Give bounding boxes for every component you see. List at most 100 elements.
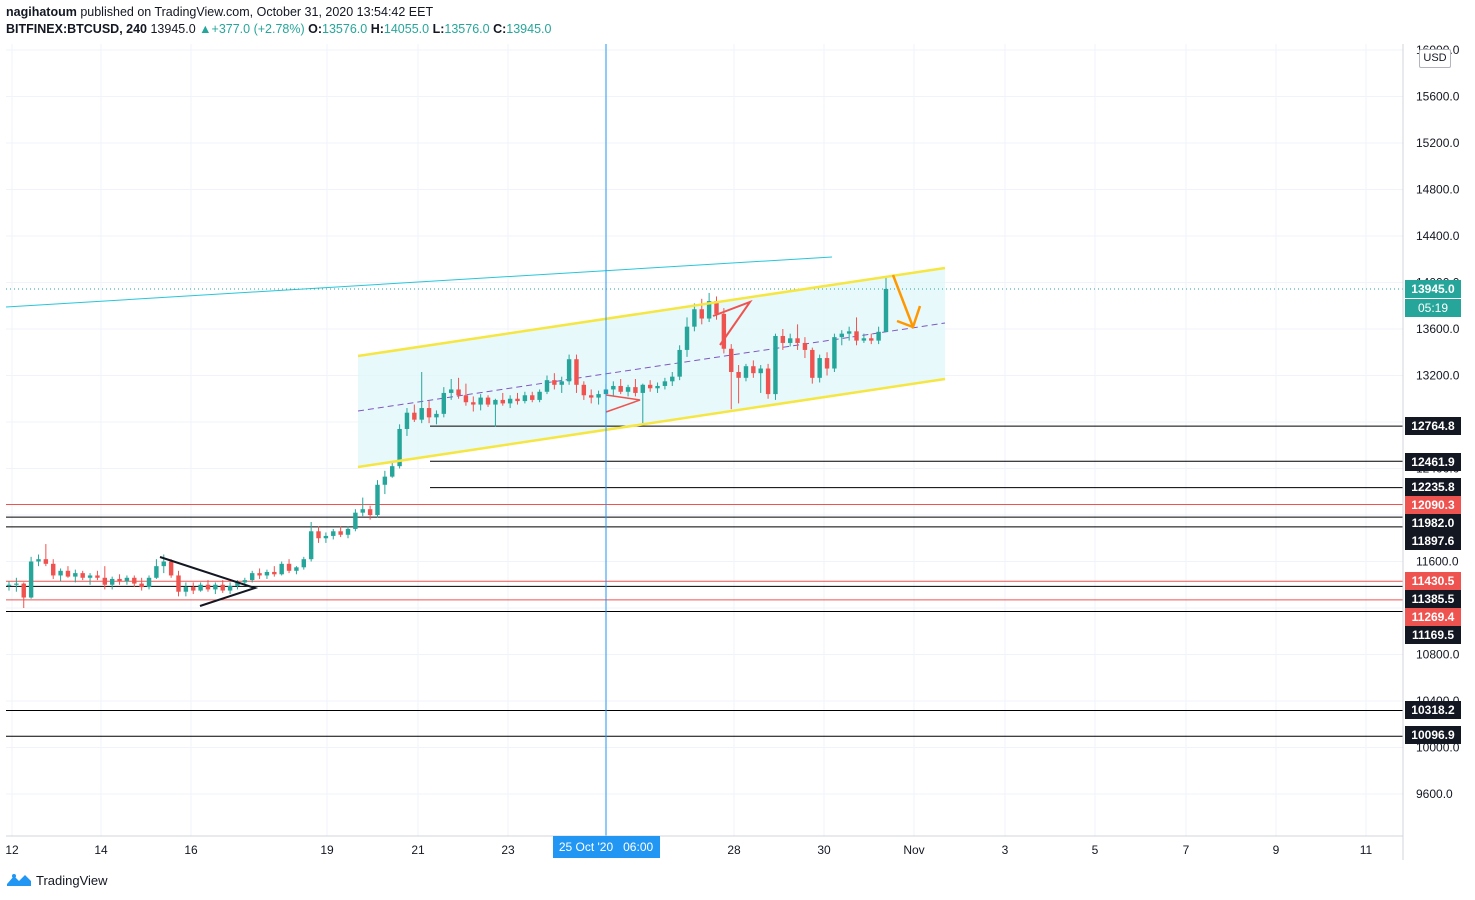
y-tick-label: 10800.0 — [1416, 648, 1460, 662]
candle-body — [191, 587, 196, 591]
candle-body — [176, 575, 181, 592]
candle-body — [846, 331, 852, 334]
candle-body — [353, 512, 358, 529]
candle-body — [647, 384, 653, 389]
countdown-box — [1405, 299, 1461, 317]
level-label-text: 10096.9 — [1411, 728, 1455, 742]
candle-body — [272, 571, 277, 575]
candlesticks — [6, 276, 889, 608]
candle-body — [515, 398, 520, 402]
high-value: 14055.0 — [383, 22, 430, 36]
branding-footer: TradingView — [6, 872, 108, 888]
candle-body — [390, 466, 395, 477]
level-label-text: 12090.3 — [1411, 498, 1455, 512]
x-tick-label: Nov — [903, 843, 924, 857]
author-name[interactable]: nagihatoum — [6, 5, 77, 19]
candle-body — [706, 301, 712, 319]
candle-body — [736, 372, 741, 378]
candle-body — [286, 563, 292, 571]
candle-body — [257, 573, 262, 576]
candle-body — [198, 584, 203, 591]
level-label-box — [1405, 572, 1461, 590]
x-tick-label: 23 — [501, 843, 515, 857]
y-tick-label: 15600.0 — [1416, 90, 1460, 104]
candle-body — [73, 573, 78, 577]
candle-body — [448, 389, 454, 393]
candle-body — [316, 531, 321, 539]
x-tick-label: 19 — [320, 843, 334, 857]
candle-body — [139, 583, 144, 588]
crosshair-time-label: 25 Oct '20 06:00 — [553, 836, 660, 858]
candle-body — [132, 577, 137, 584]
candle-body — [883, 288, 889, 332]
candle-body — [21, 583, 26, 598]
candle-body — [714, 301, 719, 314]
candle-body — [633, 387, 638, 393]
candle-body — [684, 326, 690, 350]
candle-body — [544, 380, 550, 392]
candle-body — [758, 368, 763, 374]
candle-body — [279, 563, 284, 575]
candle-body — [802, 342, 808, 350]
candle-body — [80, 573, 85, 578]
chart-grid — [6, 44, 1403, 836]
candle-body — [662, 381, 668, 386]
candle-body — [58, 570, 63, 576]
level-label-box — [1405, 701, 1461, 719]
candle-body — [426, 408, 432, 418]
level-label-box — [1405, 478, 1461, 496]
candle-body — [146, 577, 152, 588]
candle-body — [729, 348, 734, 373]
trendline-cyan — [5, 256, 833, 308]
candle-body — [493, 399, 498, 405]
candle-body — [765, 368, 771, 395]
published-text: published on TradingView.com, October 31… — [80, 5, 434, 19]
y-tick-label: 14400.0 — [1416, 229, 1460, 243]
level-price-labels: 12764.8 12461.9 12235.8 12090.3 11982.0 11897… — [1405, 280, 1461, 744]
candle-body — [692, 309, 697, 327]
candle-body — [743, 366, 749, 378]
level-label-box — [1405, 608, 1461, 626]
candle-body — [345, 528, 351, 535]
candle-body — [65, 570, 71, 577]
level-label-text: 11982.0 — [1412, 516, 1455, 530]
candle-body — [124, 577, 130, 582]
candle-body — [367, 509, 373, 515]
level-label-box — [1405, 626, 1461, 644]
level-label-box — [1405, 496, 1461, 514]
candle-body — [36, 559, 41, 562]
candle-body — [721, 313, 727, 349]
candle-body — [699, 309, 704, 319]
level-label-box — [1405, 417, 1461, 435]
level-label-box — [1405, 514, 1461, 532]
level-label-box — [1405, 590, 1461, 608]
candle-body — [795, 338, 800, 343]
level-label-text: 11430.5 — [1412, 574, 1455, 588]
current-price-box — [1405, 280, 1461, 298]
candle-body — [375, 484, 380, 515]
symbol-name[interactable]: BITFINEX:BTCUSD, 240 — [6, 22, 147, 36]
candle-body — [338, 531, 343, 535]
y-tick-label: 13600.0 — [1416, 322, 1460, 336]
candle-body — [596, 394, 601, 398]
orange-arrow-head — [896, 305, 922, 329]
level-label-box — [1405, 453, 1461, 471]
channel-lower-line — [357, 377, 946, 469]
candle-body — [485, 397, 491, 405]
candle-body — [28, 561, 34, 598]
candle-body — [751, 366, 756, 374]
candle-body — [419, 408, 424, 420]
time-axis[interactable]: 12 14 16 19 21 23 28 30 Nov 3 5 7 9 11 — [5, 843, 1372, 857]
chart-header: nagihatoum published on TradingView.com,… — [6, 4, 551, 38]
candle-body — [43, 559, 49, 564]
candle-body — [832, 337, 837, 369]
candle-body — [581, 384, 587, 396]
candle-body — [102, 577, 108, 585]
currency-badge[interactable]: USD — [1419, 49, 1451, 68]
candle-body — [471, 402, 476, 405]
level-label-text: 12764.8 — [1411, 419, 1455, 433]
candle-body — [168, 561, 174, 576]
x-tick-label: 3 — [1002, 843, 1009, 857]
countdown-label: 05:19 — [1418, 301, 1448, 315]
